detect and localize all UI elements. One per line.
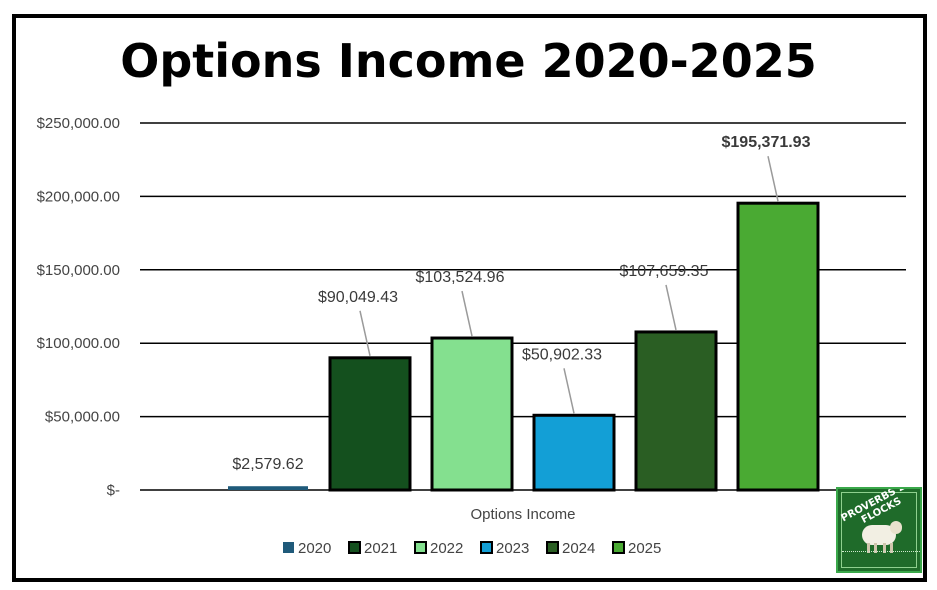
x-axis-label: Options Income: [470, 506, 575, 523]
legend-swatch-2023: [480, 541, 493, 554]
legend: 2020 2021 2022 2023 2024 2025: [283, 540, 661, 557]
bar-2025: [736, 201, 820, 492]
y-tick-label: $50,000.00: [45, 409, 120, 426]
bar-2020: [228, 486, 308, 490]
label-leader-line: [563, 368, 575, 414]
legend-label-2022: 2022: [430, 540, 463, 557]
bar-2024: [634, 330, 718, 492]
label-leader-line: [767, 156, 779, 202]
bar-2022: [430, 336, 514, 492]
bars: [228, 201, 820, 492]
y-tick-label: $250,000.00: [37, 115, 120, 132]
y-tick-label: $-: [107, 482, 120, 499]
label-leader-line: [359, 310, 371, 356]
label-leader-line: [461, 290, 473, 337]
data-label-2022: $103,524.96: [416, 269, 505, 286]
logo-border: [841, 492, 917, 568]
data-label-2020: $2,579.62: [232, 456, 303, 473]
legend-swatch-2021: [348, 541, 361, 554]
data-label-2023: $50,902.33: [522, 346, 602, 363]
legend-swatch-2024: [546, 541, 559, 554]
legend-label-2024: 2024: [562, 540, 595, 557]
legend-label-2023: 2023: [496, 540, 529, 557]
data-label-2025: $195,371.93: [722, 134, 811, 151]
bar-2023: [532, 413, 616, 492]
data-label-2021: $90,049.43: [318, 289, 398, 306]
legend-label-2021: 2021: [364, 540, 397, 557]
bar-2021: [328, 356, 412, 492]
legend-swatch-2020: [283, 542, 294, 553]
y-tick-label: $200,000.00: [37, 188, 120, 205]
legend-swatch-2025: [612, 541, 625, 554]
logo-caption-line: [842, 551, 920, 554]
y-tick-label: $100,000.00: [37, 335, 120, 352]
legend-label-2025: 2025: [628, 540, 661, 557]
label-leader-line: [665, 284, 677, 331]
chart-title: Options Income 2020-2025: [120, 34, 817, 88]
legend-label-2020: 2020: [298, 540, 331, 557]
y-tick-label: $150,000.00: [37, 262, 120, 279]
data-label-2024: $107,659.35: [620, 263, 709, 280]
legend-swatch-2022: [414, 541, 427, 554]
data-labels: $2,579.62 $90,049.43 $103,524.96 $50,902.33…: [232, 134, 810, 473]
proverbs-27-flocks-logo: PROVERBS 27 FLOCKS: [836, 487, 922, 573]
y-axis-ticks: $- $50,000.00 $100,000.00 $150,000.00 $200,0…: [37, 115, 120, 499]
